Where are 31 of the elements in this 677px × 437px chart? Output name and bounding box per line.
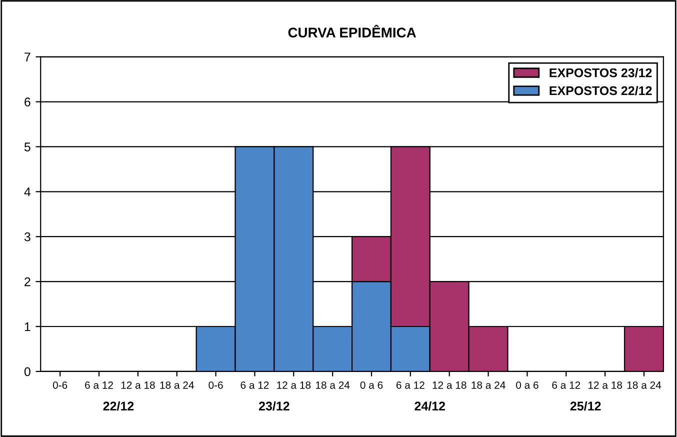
y-tick-label: 0 — [24, 367, 30, 376]
y-tick-label: 3 — [24, 232, 30, 242]
x-tick-label: 12 a 18 — [432, 381, 466, 389]
y-tick-label: 2 — [24, 277, 30, 286]
text: 23/12 — [258, 401, 290, 411]
x-tick-label: 0 a 6 — [516, 381, 538, 389]
x-tick-label: 0 a 6 — [360, 381, 383, 389]
x-tick-label: 6 a 12 — [552, 381, 580, 389]
x-tick-label: 12 a 18 — [121, 381, 155, 389]
x-tick-label: 18 a 24 — [160, 381, 194, 389]
chart-title: CURVA EPIDÊMICA — [288, 24, 416, 38]
x-tick-label: 0-6 — [52, 381, 68, 389]
x-tick-label: 18 a 24 — [472, 381, 506, 389]
x-tick-label: 18 a 24 — [627, 381, 662, 389]
x-tick-label: 0-6 — [208, 381, 223, 389]
y-tick-label: 6 — [24, 98, 30, 106]
text: 22/12 — [103, 401, 134, 411]
x-tick-label: 6 a 12 — [240, 381, 269, 389]
x-tick-label: 12 a 18 — [588, 381, 622, 389]
x-tick-label: 18 a 24 — [316, 381, 350, 389]
y-tick-label: 5 — [24, 142, 30, 152]
x-tick-label: 6 a 12 — [396, 381, 424, 389]
text: 24/12 — [414, 401, 446, 411]
x-tick-label: 12 a 18 — [277, 381, 311, 389]
legend-label: EXPOSTOS 22/12 — [550, 86, 652, 96]
y-tick-label: 4 — [24, 188, 31, 196]
y-tick-label: 7 — [24, 52, 30, 62]
legend-label: EXPOSTOS 23/12 — [550, 68, 652, 78]
text: 25/12 — [570, 401, 601, 411]
y-tick-label: 1 — [24, 322, 30, 332]
x-tick-label: 6 a 12 — [85, 381, 113, 389]
